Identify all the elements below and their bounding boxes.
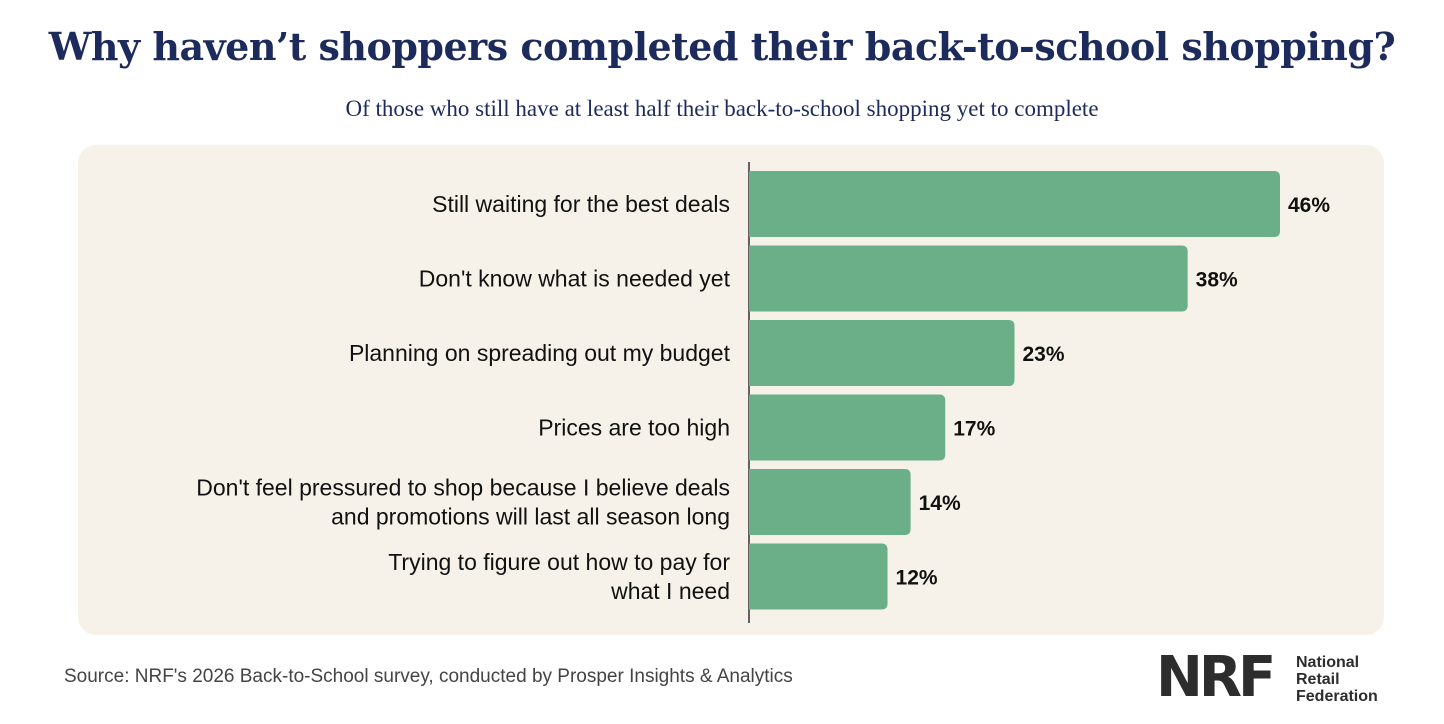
category-label: Prices are too high <box>538 415 730 441</box>
category-label: Don't know what is needed yet <box>419 266 731 292</box>
data-label: 14% <box>919 492 961 515</box>
category-label: Planning on spreading out my budget <box>349 340 731 366</box>
bar <box>749 171 1280 237</box>
logo-line-3: Federation <box>1296 688 1378 705</box>
category-label: Trying to figure out how to pay for <box>388 549 730 575</box>
category-label: Still waiting for the best deals <box>432 191 730 217</box>
category-label: Don't feel pressured to shop because I b… <box>196 475 730 501</box>
data-label: 12% <box>896 567 938 590</box>
chart-subtitle: Of those who still have at least half th… <box>345 96 1099 121</box>
category-label: and promotions will last all season long <box>331 504 730 530</box>
bar <box>749 245 1188 312</box>
data-label: 23% <box>1023 343 1065 366</box>
bar-chart: 46% Still waiting for the best deals 38% Do… <box>196 162 1330 623</box>
source-note: Source: NRF's 2026 Back-to-School survey… <box>64 666 793 687</box>
data-label: 17% <box>953 418 995 441</box>
logo-line-1: National <box>1296 654 1360 671</box>
bar <box>749 394 946 461</box>
bar <box>749 320 1015 386</box>
bar <box>749 469 911 535</box>
data-label: 38% <box>1196 269 1238 292</box>
category-label: what I need <box>610 578 730 604</box>
logo-line-2: Retail <box>1296 671 1340 688</box>
nrf-logo-text: National Retail Federation <box>1296 654 1378 705</box>
bar <box>749 543 888 610</box>
nrf-logo[interactable]: NRF National Retail Federation <box>1156 648 1406 708</box>
data-label: 46% <box>1288 194 1330 217</box>
chart-title: Why haven’t shoppers completed their bac… <box>48 24 1396 69</box>
nrf-logo-mark: NRF <box>1156 645 1276 710</box>
